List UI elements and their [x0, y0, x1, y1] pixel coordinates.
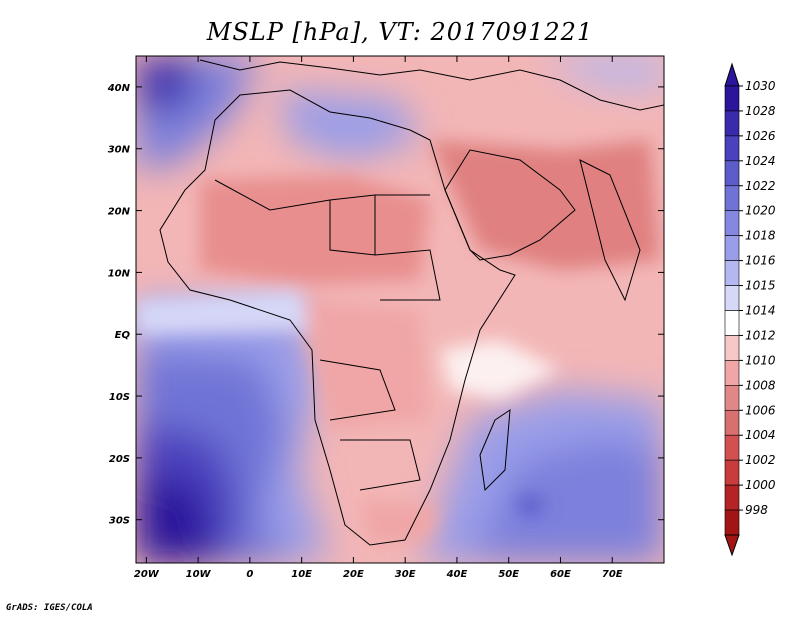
colorbar-segment — [724, 135, 740, 162]
colorbar-segment — [724, 285, 740, 311]
pressure-field — [136, 56, 664, 563]
colorbar-label: 1028 — [745, 104, 776, 118]
colorbar-label: 1015 — [745, 279, 776, 293]
field-south-africa-low — [360, 500, 440, 545]
field-1014-band — [440, 340, 560, 400]
lon-tick-label: 40E — [446, 569, 468, 580]
colorbar-label: 1002 — [745, 453, 776, 467]
lat-tick-label: EQ — [115, 330, 131, 341]
lat-tick-label: 40N — [107, 83, 131, 94]
field-sahara-low — [200, 175, 430, 285]
africa-coast — [159, 89, 516, 546]
colorbar-segment — [724, 310, 740, 336]
colorbar-segment — [724, 360, 740, 386]
colorbar-label: 1000 — [745, 478, 776, 492]
colorbar-label: 1004 — [745, 428, 776, 442]
lon-axis: 20W 10W 0 10E 20E 30E 40E 50E 60E 70E — [134, 56, 623, 580]
field-arabia-low — [430, 140, 660, 270]
lat-tick-label: 20S — [109, 454, 130, 465]
field-central-asia-high — [540, 56, 664, 90]
congo-border — [319, 359, 396, 421]
colorbar-segment — [724, 260, 740, 286]
colorbar-label: 998 — [745, 503, 768, 517]
lon-tick-label: 70E — [602, 569, 623, 580]
colorbar-top-arrow — [724, 62, 740, 87]
arabia-coast — [444, 149, 576, 261]
lat-tick-label: 10S — [109, 392, 130, 403]
colorbar-segment — [724, 210, 740, 236]
lon-tick-label: 10E — [291, 569, 312, 580]
lon-tick-label: 0 — [246, 569, 253, 580]
sudan-border — [374, 249, 441, 301]
colorbar-segment — [724, 509, 740, 536]
colorbar-label: 1012 — [745, 328, 776, 342]
southern-africa-border — [340, 439, 421, 491]
colorbar-segment — [724, 484, 740, 511]
colorbar-label: 1014 — [745, 304, 776, 318]
colorbar-label: 1022 — [745, 179, 776, 193]
colorbar-segment — [724, 434, 740, 461]
colorbar-label: 1026 — [745, 129, 776, 143]
colorbar-label: 1018 — [745, 229, 776, 243]
colorbar-label: 1008 — [745, 378, 776, 392]
field-mediterranean-high — [280, 90, 420, 160]
colorbar-label: 1006 — [745, 403, 776, 417]
field-gulf-guinea — [136, 290, 310, 335]
lat-tick-label: 30S — [109, 516, 130, 527]
lat-tick-label: 30N — [108, 145, 131, 156]
colorbar-bottom-arrow — [724, 534, 740, 557]
colorbar-segment — [724, 235, 740, 261]
grads-credit: GrADS: IGES/COLA — [6, 603, 93, 613]
map-title: MSLP [hPa], VT: 2017091221 — [206, 18, 594, 46]
colorbar-label: 1010 — [745, 353, 776, 367]
field-indian-1020 — [470, 440, 664, 563]
chad-border — [329, 195, 376, 256]
colorbar-segment — [724, 110, 740, 137]
colorbar-segment — [724, 85, 740, 112]
map-frame — [135, 55, 665, 564]
lat-tick-label: 20N — [108, 207, 131, 218]
lat-axis: 40N 30N 20N 10N EQ 10S 20S 30S — [107, 83, 664, 527]
lon-tick-label: 10W — [186, 569, 212, 580]
field-atlantic-1030 — [136, 470, 215, 563]
colorbar-segment — [724, 160, 740, 187]
coastlines — [159, 59, 664, 546]
lon-tick-label: 60E — [550, 569, 571, 580]
india-coast — [579, 159, 641, 302]
field-mascarene-high — [516, 495, 544, 515]
colorbar-segment — [724, 459, 740, 486]
field-azores-core — [136, 56, 200, 115]
lon-tick-label: 20E — [343, 569, 364, 580]
colorbar-segment — [724, 385, 740, 411]
colorbar-label: 1016 — [745, 254, 776, 268]
colorbar-segment — [724, 335, 740, 361]
colorbar-segment — [724, 409, 740, 436]
field-central-africa — [300, 300, 430, 430]
colorbar-label: 1030 — [745, 79, 776, 93]
colorbar: 1030 1028 1026 1024 1022 1020 1018 1016 1015 1014… — [724, 62, 776, 557]
colorbar-segment — [724, 185, 740, 212]
lat-tick-label: 10N — [108, 268, 131, 279]
europe-coast — [199, 59, 664, 111]
lon-tick-label: 20W — [134, 569, 160, 580]
madagascar-coast — [479, 409, 511, 492]
colorbar-label: 1020 — [745, 204, 776, 218]
lon-tick-label: 50E — [498, 569, 519, 580]
lon-tick-label: 30E — [395, 569, 416, 580]
colorbar-label: 1024 — [745, 154, 776, 168]
